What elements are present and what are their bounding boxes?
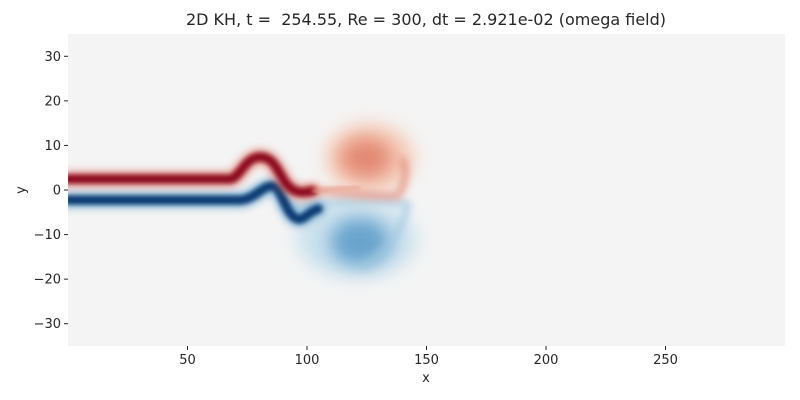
y-tick-label: −30: [34, 317, 61, 332]
y-tick-label: −20: [34, 273, 61, 288]
positive-upper-vortex-core: [340, 138, 392, 178]
x-tick-label: 50: [179, 353, 196, 368]
plot-background: [68, 34, 785, 346]
negative-lower-vortex-core: [330, 218, 390, 266]
negative-shear-layer: [68, 181, 323, 224]
positive-wisp: [311, 185, 361, 193]
y-tick-label: 20: [44, 94, 61, 109]
vorticity-field: [68, 124, 417, 278]
positive-vortex-tail: [304, 156, 409, 200]
y-tick-label: −10: [34, 228, 61, 243]
x-tick-label: 250: [653, 353, 678, 368]
x-tick-label: 200: [534, 353, 559, 368]
y-tick-label: 30: [44, 50, 61, 65]
x-tick-label: 150: [414, 353, 439, 368]
chart-title: 2D KH, t = 254.55, Re = 300, dt = 2.921e…: [186, 10, 666, 29]
x-axis-label: x: [422, 371, 430, 386]
y-axis-label: y: [14, 186, 29, 194]
y-tick-label: 0: [53, 184, 61, 199]
y-tick-label: 10: [44, 139, 61, 154]
positive-shear-layer: [68, 152, 317, 197]
x-axis: 50 100 150 200 250: [179, 346, 678, 368]
y-axis: 30 20 10 0 −10 −20 −30: [34, 50, 68, 332]
x-tick-label: 100: [295, 353, 320, 368]
